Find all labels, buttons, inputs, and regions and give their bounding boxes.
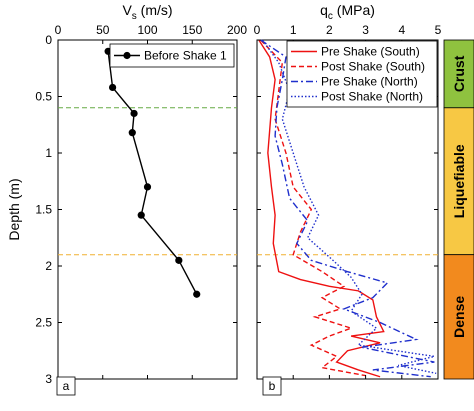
- legend-entry-1: Post Shake (South): [321, 60, 425, 74]
- series-line-3: [261, 39, 437, 375]
- panel-a-x-ticks: 0 50 100 150 200: [55, 23, 247, 379]
- layer-band-1: [257, 107, 438, 255]
- y-tick-label: 1.5: [35, 203, 52, 217]
- legend-entry-0: Pre Shake (South): [321, 45, 420, 59]
- series-line-2: [260, 39, 435, 378]
- data-point-5: [137, 211, 145, 219]
- data-point-7: [193, 290, 201, 298]
- x-tick-label: 5: [435, 23, 442, 37]
- y-tick-label: 0.5: [35, 90, 52, 104]
- panel-b-label-box: b: [262, 376, 282, 396]
- panel-b-x-label-rest: (MPa): [333, 2, 375, 18]
- panel-a-legend: Before Shake 1: [109, 43, 235, 68]
- panel-a: 0 50 100 150 200 0 0.5 1 1.5 2 2.5 3 Vs (m/s) Dept…: [6, 2, 247, 396]
- x-tick-label: 3: [362, 23, 369, 37]
- panel-a-y-ticks: 0 0.5 1 1.5 2 2.5 3: [35, 33, 237, 386]
- legend-entry-2: Pre Shake (North): [321, 75, 418, 89]
- panel-a-x-label-main: V: [122, 2, 132, 18]
- data-point-6: [175, 256, 183, 264]
- panel-a-x-axis-label: Vs (m/s): [122, 2, 172, 22]
- y-tick-label: 3: [45, 372, 52, 386]
- panel-a-x-label-rest: (m/s): [137, 2, 173, 18]
- x-tick-label: 2: [326, 23, 333, 37]
- panel-b-x-label-main: q: [320, 2, 328, 18]
- layer-label-0: Crust: [451, 55, 467, 92]
- x-tick-label: 50: [96, 23, 110, 37]
- series-line-1: [260, 39, 366, 377]
- layer-block-1: [443, 107, 474, 256]
- panel-b-legend: Pre Shake (South)Post Shake (South)Pre S…: [286, 40, 438, 108]
- x-tick-label: 100: [137, 23, 157, 37]
- data-point-3: [128, 129, 136, 137]
- y-tick-label: 1: [45, 146, 52, 160]
- legend-entry-0: Before Shake 1: [144, 49, 227, 63]
- panel-a-label: a: [63, 379, 70, 393]
- x-tick-label: 1: [290, 23, 297, 37]
- y-axis-label: Depth (m): [6, 178, 22, 240]
- panel-a-series: [104, 47, 201, 298]
- y-tick-label: 2: [45, 259, 52, 273]
- legend-box: [109, 43, 235, 68]
- data-point-2: [130, 109, 138, 118]
- x-tick-label: 150: [182, 23, 202, 37]
- panel-a-reference-lines: [58, 107, 237, 256]
- layer-block-2: [443, 254, 474, 380]
- x-tick-label: 4: [398, 23, 405, 37]
- legend-marker: [123, 51, 131, 60]
- panel-a-label-box: a: [56, 376, 76, 396]
- x-tick-label: 200: [227, 23, 247, 37]
- panel-b-x-axis-label: qc (MPa): [320, 2, 375, 22]
- layer-block-0: [443, 39, 474, 109]
- panel-a-x-label-sub: s: [132, 11, 137, 22]
- data-point-1: [108, 83, 117, 92]
- legend-entry-3: Post Shake (North): [321, 90, 423, 104]
- panel-a-frame: [57, 39, 238, 380]
- layer-label-1: Liquefiable: [451, 144, 467, 218]
- y-tick-label: 2.5: [35, 316, 52, 330]
- x-tick-label: 0: [55, 23, 62, 37]
- data-point-4: [143, 183, 152, 191]
- panel-b-x-label-sub: c: [328, 11, 333, 22]
- layer-sidebar: Crust Liquefiable Dense: [443, 39, 474, 380]
- layer-label-2: Dense: [451, 296, 467, 338]
- x-tick-label: 0: [254, 23, 261, 37]
- panel-b-series: [258, 39, 437, 378]
- series-line-0: [107, 51, 198, 295]
- y-tick-label: 0: [45, 33, 52, 47]
- panel-b-label: b: [269, 379, 276, 393]
